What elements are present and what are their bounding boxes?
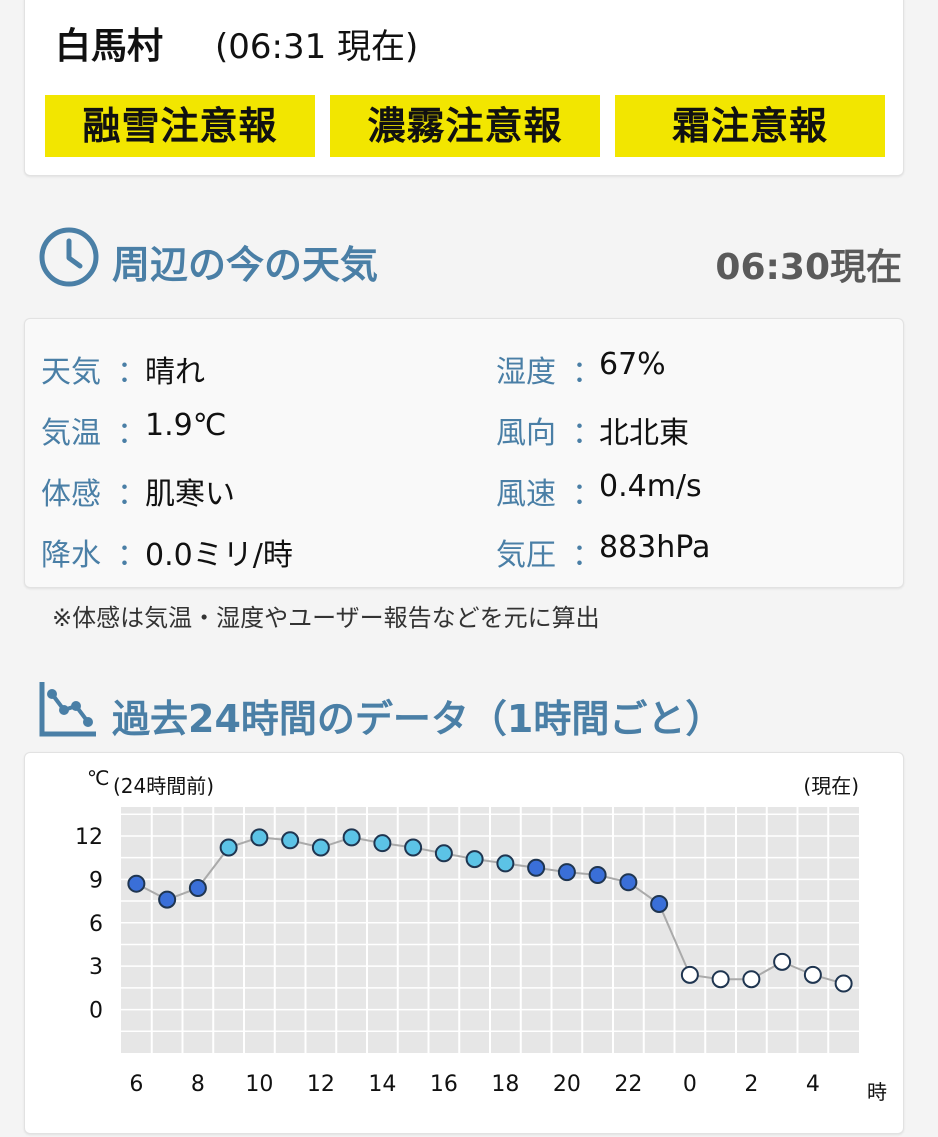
- precipitation-label: 降水: [41, 538, 101, 573]
- data-point: [680, 965, 699, 984]
- y-tick-label: 12: [75, 825, 103, 850]
- data-point: [619, 873, 638, 892]
- x-tick-label: 20: [553, 1072, 581, 1097]
- history-title: 過去24時間のデータ（1時間ごと）: [112, 697, 724, 741]
- data-point: [527, 858, 546, 877]
- precipitation-value: 0.0ミリ/時: [145, 538, 293, 573]
- wind-direction-label: 風向: [496, 416, 556, 451]
- data-point: [250, 828, 269, 847]
- data-point: [588, 866, 607, 885]
- x-tick-label: 14: [368, 1072, 396, 1097]
- colon: ：: [117, 416, 147, 451]
- warning-badge[interactable]: 濃霧注意報: [330, 95, 600, 157]
- data-point: [834, 974, 853, 993]
- warning-badge[interactable]: 融雪注意報: [45, 95, 315, 157]
- data-point: [158, 890, 177, 909]
- place-name: 白馬村: [55, 26, 164, 67]
- feels-like-note: ※体感は気温・湿度やユーザー報告などを元に算出: [52, 604, 600, 632]
- observed-time: 06:30現在: [715, 247, 902, 288]
- x-tick-label: 6: [129, 1072, 143, 1097]
- temperature-chart: 12 9 6 3 0 ℃ (24時間前) (現在) 6 8 10 12 14 16 18 20 22 0 2 4 時: [75, 766, 887, 1104]
- x-tick-label: 12: [307, 1072, 335, 1097]
- right-note: (現在): [803, 774, 859, 798]
- colon: ：: [572, 538, 602, 573]
- data-point: [557, 863, 576, 882]
- data-point: [188, 879, 207, 898]
- colon: ：: [572, 355, 602, 390]
- data-point: [404, 838, 423, 857]
- humidity-value: 67%: [599, 347, 666, 382]
- data-point: [465, 850, 484, 869]
- data-point: [342, 828, 361, 847]
- wind-speed-value: 0.4m/s: [599, 469, 702, 504]
- colon: ：: [572, 416, 602, 451]
- humidity-label: 湿度: [496, 355, 556, 390]
- temperature-chart-card: 12 9 6 3 0 ℃ (24時間前) (現在) 6 8 10 12 14 16 18 20 22 0 2 4 時: [24, 752, 904, 1134]
- wind-speed-label: 風速: [496, 477, 556, 512]
- y-axis-unit: ℃: [87, 766, 109, 790]
- pressure-label: 気圧: [496, 538, 556, 573]
- weather-label: 天気: [41, 355, 101, 390]
- location-header: 白馬村 (06:31 現在) 融雪注意報 濃霧注意報 霜注意報: [24, 0, 904, 176]
- data-point: [373, 834, 392, 853]
- update-time: (06:31 現在): [215, 27, 419, 67]
- x-tick-label: 18: [491, 1072, 519, 1097]
- feels-like-label: 体感: [41, 477, 101, 512]
- y-tick-label: 9: [89, 868, 103, 893]
- data-point: [434, 844, 453, 863]
- feels-like-value: 肌寒い: [145, 477, 235, 512]
- x-axis-unit: 時: [867, 1080, 887, 1104]
- data-point: [496, 854, 515, 873]
- current-weather-card: 天気 ： 晴れ 気温 ： 1.9℃ 体感 ： 肌寒い 降水 ： 0.0ミリ/時 …: [24, 318, 904, 588]
- data-point: [742, 970, 761, 989]
- current-weather-title: 周辺の今の天気: [112, 243, 379, 287]
- data-point: [711, 970, 730, 989]
- temperature-label: 気温: [41, 416, 101, 451]
- data-point: [219, 838, 238, 857]
- data-point: [803, 965, 822, 984]
- colon: ：: [117, 538, 147, 573]
- y-tick-label: 3: [89, 955, 103, 980]
- y-tick-label: 0: [89, 999, 103, 1024]
- data-point: [311, 838, 330, 857]
- colon: ：: [117, 477, 147, 512]
- data-point: [773, 952, 792, 971]
- x-tick-label: 0: [683, 1072, 697, 1097]
- data-point: [127, 874, 146, 893]
- x-tick-label: 8: [191, 1072, 205, 1097]
- data-point: [650, 894, 669, 913]
- x-tick-label: 10: [245, 1072, 273, 1097]
- left-note: (24時間前): [113, 774, 214, 798]
- x-tick-label: 2: [744, 1072, 758, 1097]
- colon: ：: [117, 355, 147, 390]
- warning-badge[interactable]: 霜注意報: [615, 95, 885, 157]
- y-tick-label: 6: [89, 912, 103, 937]
- wind-direction-value: 北北東: [599, 416, 689, 451]
- colon: ：: [572, 477, 602, 512]
- x-tick-label: 4: [806, 1072, 820, 1097]
- temperature-value: 1.9℃: [145, 408, 227, 443]
- x-tick-label: 16: [430, 1072, 458, 1097]
- clock-icon: [39, 227, 99, 287]
- x-tick-label: 22: [614, 1072, 642, 1097]
- line-chart-icon: [39, 682, 96, 737]
- pressure-value: 883hPa: [599, 530, 711, 565]
- data-point: [281, 831, 300, 850]
- weather-value: 晴れ: [145, 355, 205, 390]
